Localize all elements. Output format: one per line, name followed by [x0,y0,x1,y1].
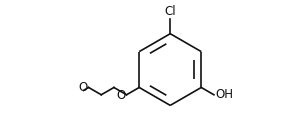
Text: OH: OH [215,88,233,101]
Text: Cl: Cl [164,5,176,18]
Text: O: O [117,89,126,102]
Text: O: O [79,81,88,94]
